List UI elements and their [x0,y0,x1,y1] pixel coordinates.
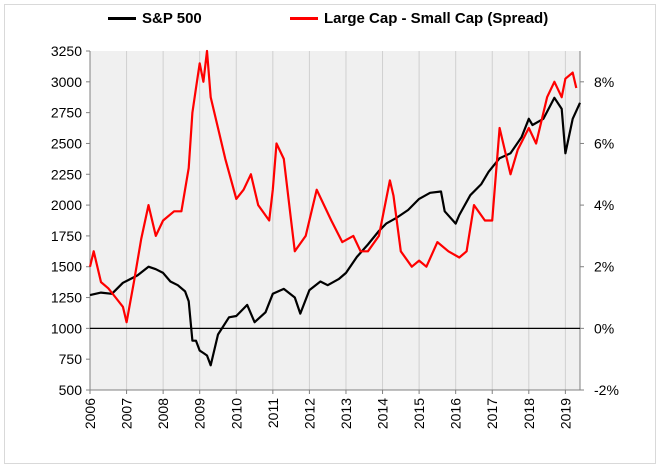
legend-label-sp500: S&P 500 [142,10,202,27]
legend-label-spread: Large Cap - Small Cap (Spread) [324,10,549,27]
y-tick-label-left-2500: 2500 [51,135,82,151]
plot-area [90,51,580,390]
legend-swatch-spread [290,17,318,20]
x-tick-label-2016: 2016 [448,398,464,429]
y-tick-label-right-8%: 8% [594,74,614,90]
x-tick-label-2018: 2018 [521,398,537,429]
x-tick-label-2010: 2010 [228,398,244,429]
x-tick-label-2014: 2014 [375,398,391,429]
y-tick-label-right-4%: 4% [594,197,614,213]
y-tick-label-right--2%: -2% [594,382,619,398]
series-line-spread [88,49,578,324]
x-tick-label-2015: 2015 [411,398,427,429]
x-tick-label-2008: 2008 [155,398,171,429]
y-tick-label-right-2%: 2% [594,259,614,275]
y-tick-label-left-2750: 2750 [51,105,82,121]
y-tick-label-left-3250: 3250 [51,43,82,59]
x-tick-label-2017: 2017 [484,398,500,429]
y-tick-label-right-6%: 6% [594,135,614,151]
y-tick-label-left-3000: 3000 [51,74,82,90]
x-tick-label-2007: 2007 [119,398,135,429]
x-tick-label-2013: 2013 [338,398,354,429]
y-tick-label-left-2250: 2250 [51,166,82,182]
y-tick-label-left-1500: 1500 [51,259,82,275]
legend: S&P 500 Large Cap - Small Cap (Spread) [0,10,662,34]
y-tick-label-right-0%: 0% [594,320,614,336]
y-tick-label-left-500: 500 [59,382,83,398]
x-tick-label-2012: 2012 [301,398,317,429]
legend-item-sp500: S&P 500 [108,10,202,27]
y-tick-label-left-1750: 1750 [51,228,82,244]
x-tick-label-2011: 2011 [265,398,281,428]
y-tick-label-left-2000: 2000 [51,197,82,213]
x-tick-label-2006: 2006 [82,398,98,429]
y-tick-label-left-1250: 1250 [51,290,82,306]
x-tick-label-2009: 2009 [192,398,208,429]
x-tick-label-2019: 2019 [557,398,573,429]
legend-item-spread: Large Cap - Small Cap (Spread) [290,10,548,27]
y-tick-label-left-750: 750 [59,351,83,367]
series-line-sp500 [89,96,582,367]
y-tick-label-left-1000: 1000 [51,320,82,336]
legend-swatch-sp500 [108,17,136,20]
